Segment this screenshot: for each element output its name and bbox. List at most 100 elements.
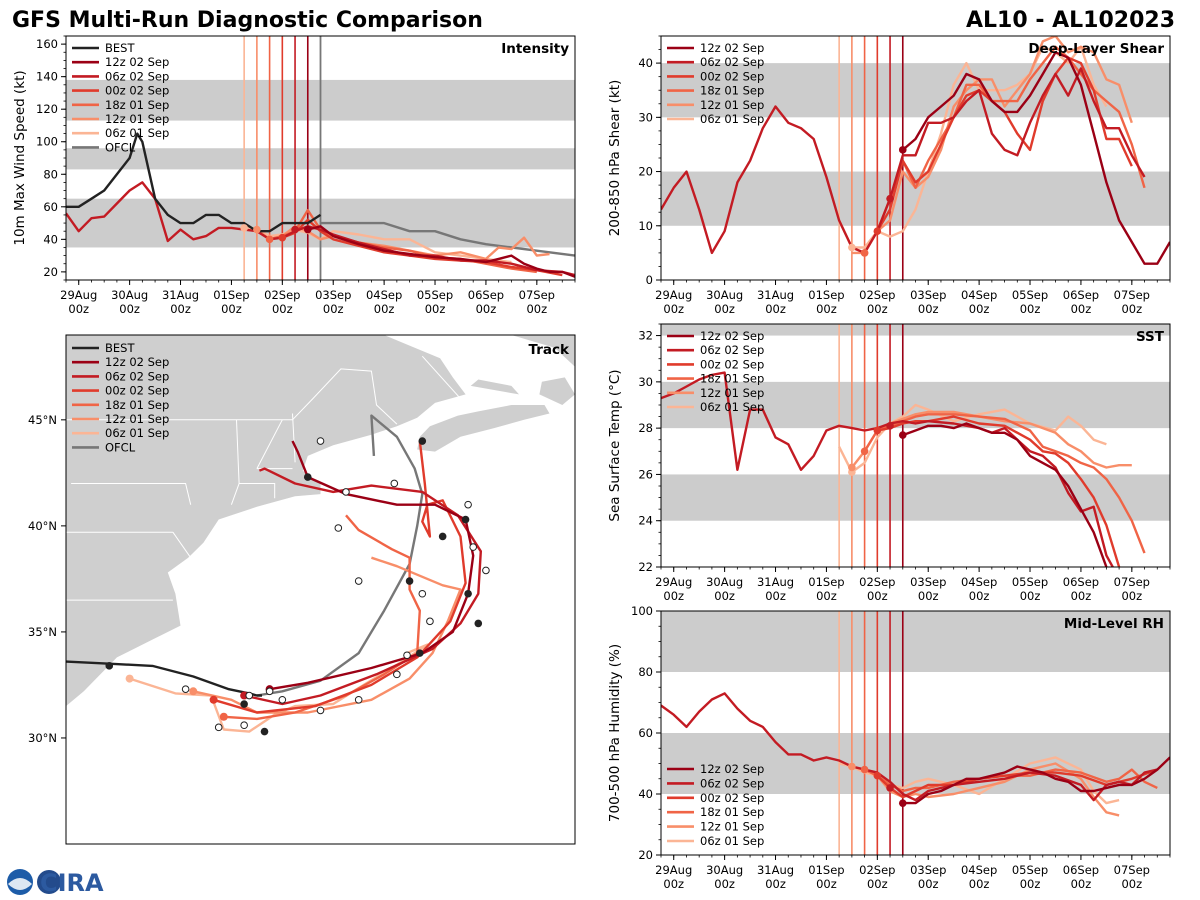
init-marker-00z-02-sep — [278, 233, 287, 242]
init-marker-06z-02-sep — [886, 784, 894, 792]
x-tick-label: 00z — [68, 302, 89, 316]
x-tick-label: 03Sep — [315, 288, 351, 302]
x-tick-label: 00z — [765, 877, 786, 891]
legend-label-06z-02-sep: 06z 02 Sep — [700, 776, 764, 790]
init-marker-12z-02-sep — [898, 431, 907, 439]
panel-title: Track — [529, 342, 570, 358]
legend-label-06z-01-sep: 06z 01 Sep — [700, 834, 764, 848]
track-06z-02-sep — [243, 467, 482, 706]
init-marker-06z-01-sep — [848, 243, 856, 252]
x-tick-label: 31Aug — [757, 288, 794, 302]
y-tick-label: 20 — [638, 848, 653, 862]
x-tick-label: 00z — [918, 589, 939, 603]
x-tick-label: 29Aug — [655, 575, 692, 589]
x-tick-label: 04Sep — [961, 288, 997, 302]
track-point-open — [426, 617, 434, 626]
map-frame — [65, 334, 576, 845]
track-point-open — [393, 670, 401, 679]
series-18z-01-sep — [863, 45, 1146, 254]
land-mass — [539, 377, 575, 405]
storm-id: AL10 - AL102023 — [966, 8, 1175, 33]
legend-label-06z-02-sep: 06z 02 Sep — [105, 69, 169, 83]
track-point-open — [354, 695, 363, 704]
track-point-open — [469, 543, 478, 551]
y-tick-label: 22 — [638, 560, 653, 574]
y-tick-label: 40 — [43, 232, 58, 246]
x-tick-label: 00z — [663, 877, 684, 891]
x-tick-label: 00z — [323, 302, 344, 316]
series-12z-01-sep — [851, 36, 1133, 255]
init-marker-12z-02-sep — [303, 225, 312, 234]
x-tick-label: 03Sep — [910, 575, 946, 589]
init-marker-06z-02-sep — [886, 194, 894, 203]
track-point-filled — [418, 437, 427, 445]
logo-text: CIRA — [40, 869, 104, 897]
x-tick-label: 05Sep — [1012, 575, 1048, 589]
sst-panel: 22242628303229Aug00z30Aug00z31Aug00z01Se… — [607, 323, 1171, 603]
legend-label-06z-02-sep: 06z 02 Sep — [700, 343, 764, 357]
track-point-filled — [405, 577, 414, 585]
y-axis-label: 700-500 hPa Humidity (%) — [607, 644, 623, 822]
y-tick-label: 26 — [638, 467, 653, 481]
track-18z-01-sep — [223, 514, 421, 721]
track-point-open — [181, 685, 190, 693]
x-tick-label: 05Sep — [1012, 863, 1048, 877]
track-best — [66, 660, 262, 697]
init-marker-12z-02-sep — [898, 146, 907, 154]
track-point-open — [390, 479, 399, 488]
y-axis-label: Sea Surface Temp (°C) — [607, 369, 623, 521]
x-tick-label: 00z — [1121, 589, 1142, 603]
x-tick-label: 31Aug — [757, 863, 794, 877]
series-ofcl — [320, 221, 575, 257]
legend-label-12z-02-sep: 12z 02 Sep — [105, 355, 169, 369]
track-point-open — [418, 589, 427, 598]
y-axis-label: 200-850 hPa Shear (kt) — [607, 80, 623, 237]
track-point-filled — [464, 589, 472, 598]
x-tick-label: 30Aug — [706, 288, 743, 302]
track-point-open — [316, 706, 325, 715]
track-point-filled — [105, 662, 114, 670]
plot-area — [661, 36, 1170, 280]
land-mass — [66, 335, 466, 707]
legend-label-00z-02-sep: 00z 02 Sep — [700, 791, 764, 805]
y-tick-label: 60 — [43, 200, 58, 214]
series-06z-02-sep — [661, 67, 1146, 255]
land-mass — [463, 322, 529, 335]
x-tick-label: 30Aug — [706, 863, 743, 877]
init-marker-12z-01-sep — [848, 762, 856, 771]
x-tick-label: 05Sep — [1012, 288, 1048, 302]
init-marker-18z-01-sep — [265, 235, 274, 244]
series-12z-02-sep — [902, 51, 1170, 265]
x-tick-label: 00z — [969, 877, 990, 891]
init-marker-06z-02-sep — [291, 225, 299, 234]
track-point-open — [316, 437, 325, 445]
x-tick-label: 29Aug — [655, 288, 692, 302]
x-tick-label: 00z — [714, 302, 735, 316]
x-tick-label: 03Sep — [910, 288, 946, 302]
x-tick-label: 00z — [663, 589, 684, 603]
shaded-band — [661, 611, 1170, 672]
track-point-open — [464, 500, 472, 509]
track-init-06z-01-sep — [125, 674, 134, 683]
x-tick-label: 30Aug — [706, 575, 743, 589]
x-tick-label: 00z — [816, 589, 837, 603]
boundary-line — [256, 419, 283, 469]
land-mass — [470, 379, 519, 395]
init-marker-12z-02-sep — [898, 799, 907, 807]
x-tick-label: 06Sep — [468, 288, 504, 302]
init-marker-00z-02-sep — [873, 771, 882, 780]
x-tick-label: 06Sep — [1063, 288, 1099, 302]
y-tick-label: 120 — [36, 102, 58, 116]
shaded-band — [661, 171, 1170, 226]
x-tick-label: 00z — [425, 302, 446, 316]
x-tick-label: 06Sep — [1063, 863, 1099, 877]
y-tick-label: 20 — [43, 265, 58, 279]
init-marker-18z-01-sep — [860, 249, 869, 257]
x-tick-label: 29Aug — [60, 288, 97, 302]
init-marker-06z-02-sep — [886, 422, 894, 430]
init-marker-00z-02-sep — [873, 426, 882, 435]
init-marker-12z-01-sep — [253, 225, 261, 234]
legend-label-18z-01-sep: 18z 01 Sep — [700, 84, 764, 98]
y-tick-label: 100 — [36, 135, 58, 149]
